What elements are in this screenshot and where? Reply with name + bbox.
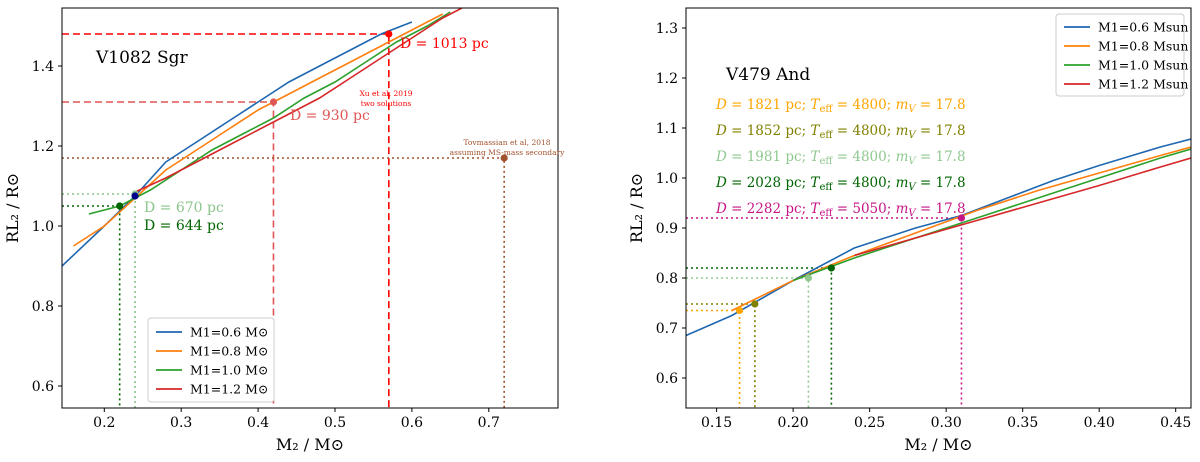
parameter-line: D = 2028 pc; Teff = 4800; mV = 17.8	[715, 175, 966, 193]
legend-label: M1=0.6 M⊙	[190, 325, 268, 340]
marker-point-1	[735, 306, 744, 315]
distance-label: D = 670 pc	[144, 200, 224, 216]
reference-line-5	[686, 217, 963, 408]
marker-point-3	[500, 154, 508, 162]
y-axis-label: RL₂ / R⊙	[627, 173, 646, 243]
annotation-text: Tovmassian et al, 2018	[463, 138, 550, 147]
x-tick-label: 0.15	[701, 415, 732, 431]
marker-point-2	[269, 98, 278, 106]
y-tick-label: 0.7	[656, 321, 678, 337]
reference-line-5	[62, 205, 121, 408]
y-axis-label: RL₂ / R⊙	[3, 173, 22, 243]
chart-panel-2: 0.15 0.20 0.25 0.30 0.35 0.40 0.45 0.6 0.7 0.8 0.9…	[627, 7, 1192, 454]
reference-line-4	[62, 193, 136, 408]
y-tick-label: 1.0	[32, 219, 54, 235]
plot-area	[686, 138, 1191, 408]
parameter-line: D = 1821 pc; Teff = 4800; mV = 17.8	[715, 97, 966, 115]
distance-label: D = 644 pc	[144, 218, 224, 234]
parameter-line: D = 1981 pc; Teff = 4800; mV = 17.8	[715, 149, 966, 167]
legend-label: M1=0.6 Msun	[1098, 20, 1188, 35]
y-tick-label: 1.2	[656, 71, 678, 87]
x-tick-label: 0.7	[478, 415, 500, 431]
marker-point-5	[116, 202, 124, 210]
x-tick-label: 0.5	[324, 415, 346, 431]
plot-area	[62, 8, 508, 408]
annotation-text: Xu et al, 2019	[359, 89, 412, 98]
legend-label: M1=0.8 Msun	[1098, 39, 1188, 54]
series-line-3	[792, 148, 1191, 282]
distance-label: D = 930 pc	[290, 108, 370, 124]
annotation-text: assuming MS-mass secondary	[450, 148, 566, 157]
x-tick-label: 0.20	[778, 415, 809, 431]
marker-point-6	[131, 192, 139, 200]
legend-label: M1=1.2 M⊙	[190, 382, 268, 397]
y-tick-label: 0.9	[656, 221, 678, 237]
x-tick-label: 0.4	[247, 415, 269, 431]
reference-line-3	[686, 277, 810, 408]
marker-point-2	[751, 300, 759, 308]
chart-title: V1082 Sgr	[95, 48, 188, 68]
x-tick-label: 0.35	[1007, 415, 1038, 431]
legend-label: M1=1.0 M⊙	[190, 363, 268, 378]
x-tick-label: 0.2	[93, 415, 115, 431]
axes-frame	[61, 7, 559, 409]
annotation-text: two solutions	[361, 99, 412, 108]
marker-point-1	[385, 30, 393, 38]
x-tick-label: 0.6	[401, 415, 423, 431]
series-line-3	[88, 11, 451, 215]
marker-point-5	[957, 214, 966, 222]
chart-panel-1: 0.2 0.3 0.4 0.5 0.6 0.7 0.6 0.8 1.0 1.2 1.4 M₂ / M⊙…	[3, 7, 566, 454]
x-tick-label: 0.25	[854, 415, 885, 431]
reference-line-1	[686, 309, 741, 408]
reference-line-2	[686, 303, 756, 408]
y-tick-label: 0.6	[32, 379, 54, 395]
reference-line-1	[62, 33, 390, 408]
x-axis-label: M₂ / M⊙	[904, 435, 972, 454]
x-tick-label: 0.45	[1160, 415, 1191, 431]
marker-point-3	[804, 274, 813, 282]
legend: M1=0.6 Msun M1=0.8 Msun M1=1.0 Msun M1=1.2 …	[1055, 13, 1188, 97]
marker-point-4	[827, 264, 835, 272]
y-tick-label: 1.1	[656, 121, 678, 137]
y-tick-label: 1.2	[32, 139, 54, 155]
y-tick-label: 1.4	[32, 59, 54, 75]
legend-label: M1=1.0 Msun	[1098, 58, 1188, 73]
y-tick-label: 1.0	[656, 171, 678, 187]
legend-label: M1=1.2 Msun	[1098, 77, 1188, 92]
x-tick-label: 0.40	[1084, 415, 1115, 431]
legend-box	[1055, 13, 1185, 97]
y-tick-label: 0.6	[656, 371, 678, 387]
series-line-4	[854, 157, 1191, 257]
parameter-line: D = 1852 pc; Teff = 4800; mV = 17.8	[715, 123, 966, 141]
parameter-line: D = 2282 pc; Teff = 5050; mV = 17.8	[715, 201, 966, 219]
chart-title: V479 And	[725, 65, 810, 85]
x-tick-label: 0.3	[170, 415, 192, 431]
legend-box	[147, 317, 275, 403]
y-tick-label: 1.3	[656, 21, 678, 37]
x-tick-label: 0.30	[931, 415, 962, 431]
y-tick-label: 0.8	[656, 271, 678, 287]
series-line-4	[134, 8, 463, 193]
reference-line-3	[62, 157, 505, 408]
axes-frame	[685, 7, 1192, 409]
legend-label: M1=0.8 M⊙	[190, 344, 268, 359]
x-axis-label: M₂ / M⊙	[276, 435, 344, 454]
y-tick-label: 0.8	[32, 299, 54, 315]
legend: M1=0.6 M⊙ M1=0.8 M⊙ M1=1.0 M⊙ M1=1.2 M⊙	[147, 317, 275, 403]
distance-label: D = 1013 pc	[400, 36, 489, 52]
reference-line-4	[686, 267, 833, 408]
